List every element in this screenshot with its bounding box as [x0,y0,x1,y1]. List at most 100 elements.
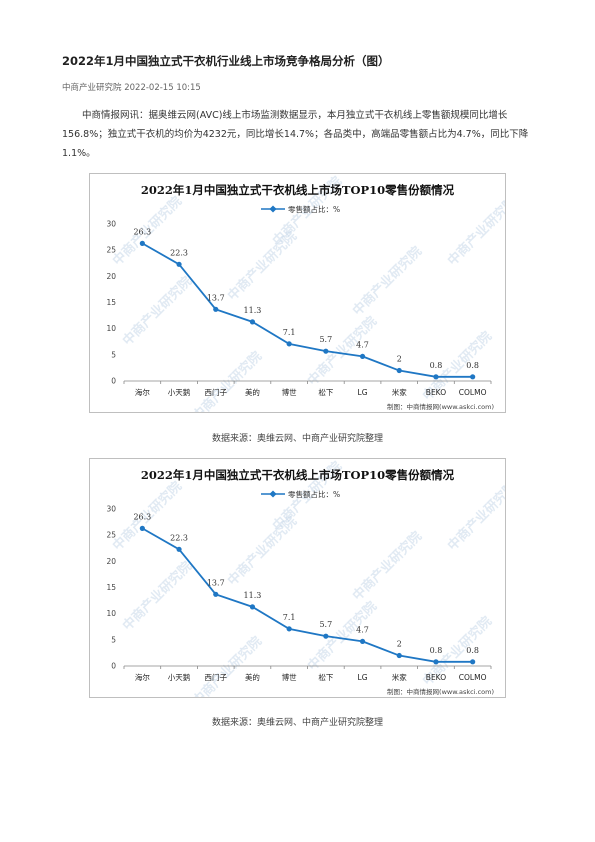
data-point [249,319,256,325]
data-label: 0.8 [430,361,443,370]
data-point [139,525,145,531]
y-tick-label: 10 [106,609,116,618]
watermark-text: 中商产业研究院 [444,478,505,554]
y-tick-label: 30 [106,505,116,514]
x-tick-label: 米家 [392,387,407,397]
x-tick-label: COLMO [459,673,487,682]
figure-1-caption: 数据来源：奥维云网、中商产业研究院整理 [211,434,383,444]
x-tick-label: 小天鹅 [168,672,191,682]
data-point [176,546,182,552]
x-tick-label: BEKO [426,673,446,682]
chart-title: 2022年1月中国独立式干衣机线上市场TOP10零售份额情况 [141,468,455,482]
data-label: 0.8 [466,646,479,655]
x-tick-label: 松下 [318,387,333,397]
data-label: 7.1 [283,613,296,622]
data-point [213,591,219,597]
data-label: 5.7 [319,335,332,344]
watermark-text: 中商产业研究院 [119,273,195,349]
data-label: 4.7 [356,340,369,349]
x-tick-label: 海尔 [135,672,150,682]
chart-legend: 零售额占比：% [261,489,340,499]
watermark-text: 中商产业研究院 [304,313,380,389]
data-point [176,261,182,267]
chart-title: 2022年1月中国独立式干衣机线上市场TOP10零售份额情况 [141,183,455,197]
y-tick-label: 0 [111,377,116,386]
y-tick-label: 15 [106,298,116,307]
chart-credit: 制图：中商情报网(www.askci.com) [387,402,494,411]
figure-2-caption: 数据来源：奥维云网、中商产业研究院整理 [211,718,383,728]
data-label: 26.3 [133,512,151,521]
data-label: 0.8 [466,361,479,370]
y-tick-label: 15 [106,583,116,592]
watermark-text: 中商产业研究院 [444,193,505,269]
data-label: 2 [397,355,402,364]
data-point [323,348,329,354]
x-tick-label: 海尔 [135,387,150,397]
data-point [139,240,145,246]
watermark-text: 中商产业研究院 [304,598,380,674]
chart-legend: 零售额占比：% [261,204,340,214]
y-tick-label: 5 [111,635,116,644]
data-point [433,374,439,380]
data-label: 22.3 [170,248,188,257]
data-label: 5.7 [319,620,332,629]
x-tick-label: 西门子 [205,673,228,682]
x-tick-label: 美的 [245,672,260,682]
x-tick-label: 美的 [245,387,260,397]
data-point [213,306,219,312]
data-point [249,604,256,610]
x-tick-label: 小天鹅 [168,387,191,397]
x-tick-label: LG [358,388,368,397]
data-point [323,633,329,639]
x-tick-label: 博世 [282,672,297,682]
y-tick-label: 10 [106,324,116,333]
data-label: 0.8 [430,646,443,655]
data-point [470,374,476,380]
chart-2: 中商产业研究院 中商产业研究院 中商产业研究院 中商产业研究院 中商产业研究院 中商产业研… [89,458,506,698]
x-tick-label: LG [358,673,368,682]
chart-credit: 制图：中商情报网(www.askci.com) [387,687,494,696]
article-title: 2022年1月中国独立式干衣机行业线上市场竞争格局分析（图） [62,54,390,68]
legend-label: 零售额占比：% [288,489,340,499]
data-point [470,659,476,665]
x-tick-label: 西门子 [205,388,228,397]
article-paragraph: 中商情报网讯：据奥维云网(AVC)线上市场监测数据显示，本月独立式干衣机线上零售… [62,110,529,159]
article-meta: 中商产业研究院 2022-02-15 10:15 [62,81,201,93]
watermark-text: 中商产业研究院 [349,243,425,319]
x-tick-label: 松下 [318,672,333,682]
legend-marker [269,205,277,213]
data-point [396,652,402,659]
data-label: 4.7 [356,625,369,634]
data-label: 2 [397,640,402,649]
x-tick-label: 博世 [282,387,297,397]
data-point [359,638,366,645]
data-point [286,341,292,347]
y-tick-label: 5 [111,350,116,359]
data-label: 13.7 [207,293,225,302]
watermark-text: 中商产业研究院 [119,558,195,634]
data-label: 11.3 [244,306,262,315]
y-tick-label: 20 [106,557,116,566]
data-label: 22.3 [170,533,188,542]
y-tick-label: 20 [106,272,116,281]
watermark-text: 中商产业研究院 [189,348,265,412]
y-tick-label: 30 [106,220,116,229]
data-point [286,626,292,632]
data-point [396,367,402,374]
legend-marker [269,490,277,498]
data-label: 11.3 [244,591,262,600]
data-label: 26.3 [133,227,151,236]
watermark-text: 中商产业研究院 [349,528,425,604]
y-tick-label: 25 [106,531,116,540]
x-tick-label: 米家 [392,672,407,682]
x-tick-label: BEKO [426,388,446,397]
article-date: 2022-02-15 10:15 [124,83,201,93]
data-label: 7.1 [283,328,296,337]
data-point [359,353,366,360]
article-source[interactable]: 中商产业研究院 [62,83,122,93]
watermark-text: 中商产业研究院 [189,633,265,697]
x-tick-label: COLMO [459,388,487,397]
data-point [433,659,439,665]
